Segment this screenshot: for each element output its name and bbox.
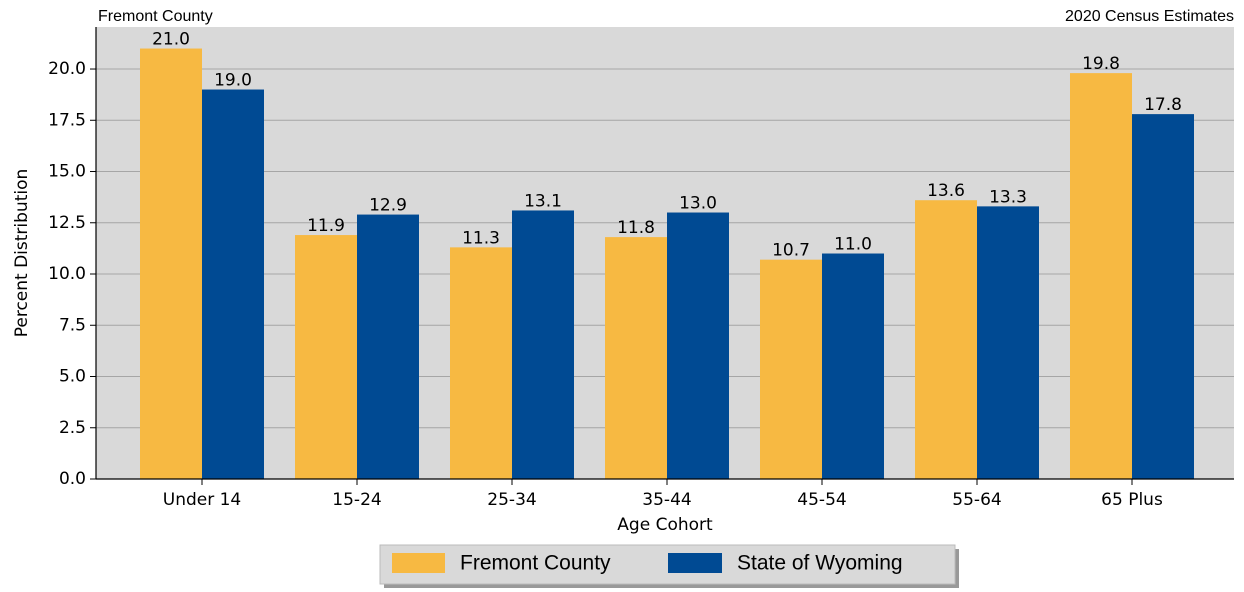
value-label: 11.8 [617, 218, 655, 238]
x-tick-label: 45-54 [797, 490, 846, 510]
y-tick-label: 17.5 [48, 110, 86, 130]
value-label: 11.0 [834, 235, 872, 255]
value-label: 17.8 [1144, 95, 1182, 115]
y-axis-label: Percent Distribution [12, 169, 32, 338]
value-label: 19.8 [1082, 54, 1120, 74]
legend-swatch [668, 553, 722, 573]
x-tick-label: 65 Plus [1101, 490, 1163, 510]
bar [140, 48, 202, 480]
legend-label: State of Wyoming [737, 552, 903, 575]
legend-swatch [392, 553, 445, 573]
value-label: 13.0 [679, 194, 717, 214]
y-tick-label: 12.5 [48, 213, 86, 233]
legend: Fremont County State of Wyoming [379, 544, 959, 588]
value-label: 11.3 [462, 228, 500, 248]
legend-box [379, 544, 956, 585]
value-label: 13.3 [989, 187, 1027, 207]
y-tick-label: 20.0 [48, 59, 86, 79]
value-label: 11.9 [307, 216, 345, 236]
bar [822, 253, 884, 479]
x-tick-label: 15-24 [332, 490, 381, 510]
y-tick-label: 10.0 [48, 264, 86, 284]
title-right: 2020 Census Estimates [1065, 8, 1234, 25]
y-tick-label: 2.5 [59, 418, 86, 438]
y-tick-label: 15.0 [48, 162, 86, 182]
y-tick-label: 5.0 [59, 367, 86, 387]
x-tick-label: 35-44 [642, 490, 691, 510]
bar [760, 259, 822, 479]
bars [140, 48, 1194, 480]
value-label: 21.0 [152, 30, 190, 50]
y-tick-label: 7.5 [59, 315, 86, 335]
value-label: 19.0 [214, 71, 252, 91]
title-left: Fremont County [98, 8, 213, 25]
bar [512, 210, 574, 480]
x-tick-label: 55-64 [952, 490, 1001, 510]
bar [450, 247, 512, 479]
legend-label: Fremont County [460, 552, 611, 575]
value-label: 13.6 [927, 181, 965, 201]
bar [295, 235, 357, 479]
bar [915, 200, 977, 479]
bar [202, 89, 264, 479]
y-tick-label: 0.0 [59, 469, 86, 489]
bar [605, 237, 667, 479]
bar [357, 214, 419, 479]
value-label: 13.1 [524, 191, 562, 211]
bar [1070, 73, 1132, 480]
bar [977, 206, 1039, 479]
value-label: 12.9 [369, 196, 407, 216]
value-label: 10.7 [772, 241, 810, 261]
x-axis-label: Age Cohort [617, 515, 713, 535]
bar [667, 212, 729, 479]
x-tick-label: Under 14 [163, 490, 242, 510]
bar [1132, 114, 1194, 479]
x-tick-label: 25-34 [487, 490, 536, 510]
